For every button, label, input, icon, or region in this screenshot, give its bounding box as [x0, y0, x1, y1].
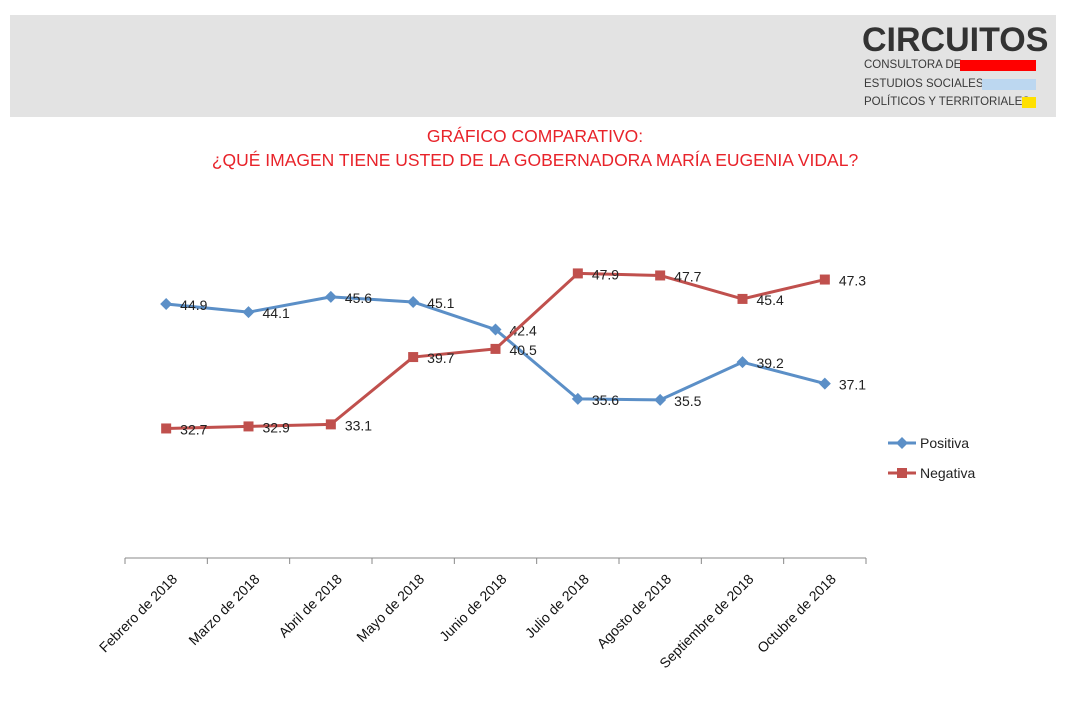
- legend-marker-positiva: [896, 437, 908, 449]
- data-point-positiva: [407, 295, 420, 308]
- data-label-positiva: 42.4: [510, 323, 537, 339]
- x-tick-label: Abril de 2018: [275, 571, 345, 641]
- x-tick-label: Agosto de 2018: [594, 571, 675, 652]
- chart-title-line-1: GRÁFICO COMPARATIVO:: [426, 126, 644, 146]
- data-label-negativa: 47.7: [674, 268, 701, 284]
- x-tick-label: Junio de 2018: [436, 571, 510, 645]
- data-label-negativa: 33.1: [345, 417, 372, 433]
- data-label-positiva: 45.6: [345, 290, 372, 306]
- data-label-positiva: 45.1: [427, 295, 454, 311]
- data-label-positiva: 44.9: [180, 297, 207, 313]
- logo-blue-bar: [982, 79, 1036, 90]
- x-tick-label: Marzo de 2018: [185, 571, 263, 649]
- data-label-positiva: 39.2: [757, 355, 784, 371]
- data-point-negativa: [572, 268, 583, 279]
- data-label-negativa: 47.3: [839, 273, 866, 289]
- data-point-negativa: [490, 343, 501, 354]
- logo-line-1: CONSULTORA DE: [864, 59, 962, 71]
- data-label-negativa: 39.7: [427, 350, 454, 366]
- data-label-negativa: 32.9: [263, 419, 290, 435]
- logo-yellow-bar: [1022, 97, 1036, 108]
- data-label-negativa: 45.4: [757, 292, 784, 308]
- legend-label-negativa: Negativa: [920, 465, 975, 481]
- data-point-positiva: [736, 356, 749, 369]
- data-point-positiva: [324, 290, 337, 303]
- x-tick-label: Julio de 2018: [522, 571, 592, 641]
- x-tick-label: Octubre de 2018: [754, 571, 839, 656]
- legend-marker-negativa: [897, 468, 907, 478]
- data-point-positiva: [571, 392, 584, 405]
- logo-name: CIRCUITOS: [862, 21, 1049, 59]
- x-tick-label: Septiembre de 2018: [656, 571, 757, 672]
- logo-line-3: POLÍTICOS Y TERRITORIALES: [864, 96, 1030, 108]
- logo-line-2: ESTUDIOS SOCIALES,: [864, 78, 987, 90]
- data-label-positiva: 35.6: [592, 392, 619, 408]
- data-label-negativa: 47.9: [592, 266, 619, 282]
- chart-title: GRÁFICO COMPARATIVO: ¿QUÉ IMAGEN TIENE U…: [0, 124, 1070, 172]
- data-point-negativa: [243, 421, 254, 432]
- legend-label-positiva: Positiva: [920, 435, 969, 451]
- data-point-negativa: [819, 274, 830, 285]
- x-tick-label: Mayo de 2018: [353, 571, 427, 645]
- data-point-negativa: [325, 419, 336, 430]
- data-point-positiva: [160, 298, 173, 311]
- data-point-positiva: [242, 306, 255, 319]
- data-point-negativa: [737, 293, 748, 304]
- data-label-negativa: 32.7: [180, 421, 207, 437]
- data-point-negativa: [655, 270, 666, 281]
- data-label-positiva: 44.1: [263, 305, 290, 321]
- logo: CIRCUITOS CONSULTORA DE ESTUDIOS SOCIALE…: [862, 22, 1048, 112]
- data-label-positiva: 35.5: [674, 393, 701, 409]
- data-point-positiva: [654, 393, 667, 406]
- data-point-negativa: [161, 423, 172, 434]
- x-tick-label: Febrero de 2018: [96, 571, 181, 656]
- data-point-positiva: [818, 377, 831, 390]
- chart-title-line-2: ¿QUÉ IMAGEN TIENE USTED DE LA GOBERNADOR…: [211, 150, 859, 170]
- data-point-negativa: [408, 352, 419, 363]
- data-label-negativa: 40.5: [510, 342, 537, 358]
- data-point-positiva: [489, 323, 502, 336]
- logo-red-bar: [960, 60, 1036, 71]
- data-label-positiva: 37.1: [839, 377, 866, 393]
- header-band: [10, 15, 1056, 117]
